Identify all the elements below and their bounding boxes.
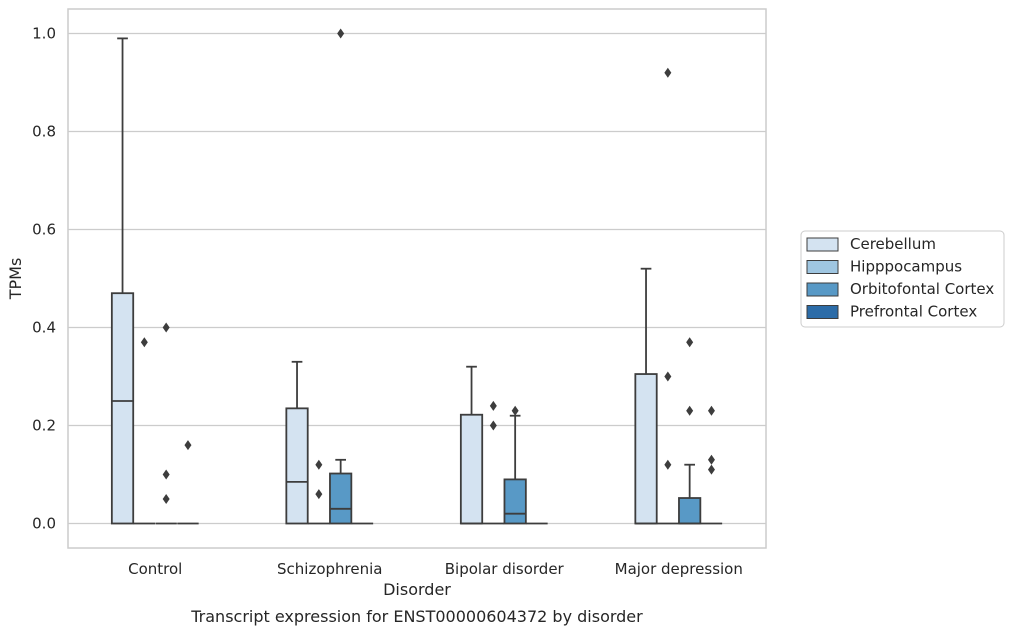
outlier-point	[511, 405, 519, 416]
x-tick-label: Bipolar disorder	[445, 560, 565, 578]
y-tick-label: 0.0	[32, 515, 56, 533]
legend-swatch	[806, 260, 839, 274]
outlier-point	[337, 28, 345, 39]
legend: Cerebellum Hipppocampus Orbitofontal Corte…	[800, 230, 1005, 328]
y-tick-label: 1.0	[32, 25, 56, 43]
x-tick-labels: Control Schizophrenia Bipolar disorder Majo…	[128, 560, 743, 578]
box-2-2	[503, 405, 527, 525]
box-body	[285, 407, 309, 525]
y-tick-label: 0.6	[32, 221, 56, 239]
box-0-1	[285, 360, 309, 525]
legend-swatch	[806, 237, 839, 252]
boxes	[110, 28, 723, 525]
outlier-point	[315, 489, 323, 500]
outlier-point	[184, 440, 192, 451]
box-body	[634, 373, 658, 525]
box-0-3	[634, 267, 658, 525]
outlier-point	[664, 67, 672, 78]
chart-title: Transcript expression for ENST0000060437…	[190, 607, 643, 626]
outlier-point	[664, 459, 672, 470]
outlier-point	[686, 405, 694, 416]
legend-label: Hipppocampus	[850, 258, 962, 276]
box-2-0	[155, 322, 177, 525]
box-3-3	[700, 405, 723, 525]
box-body	[678, 497, 702, 525]
box-1-1	[308, 459, 330, 525]
box-1-3	[657, 67, 679, 525]
legend-label: Cerebellum	[850, 235, 936, 253]
box-body	[110, 292, 135, 525]
outlier-point	[162, 494, 170, 504]
box-0-0	[110, 37, 135, 525]
x-tick-label: Schizophrenia	[277, 560, 382, 578]
box-0-2	[459, 365, 484, 525]
legend-box	[800, 230, 1005, 328]
outlier-point	[489, 420, 497, 431]
y-tick-labels: 0.0 0.2 0.4 0.6 0.8 1.0	[32, 25, 56, 533]
box-2-1	[329, 28, 353, 525]
gridlines	[68, 32, 766, 525]
outlier-point	[140, 337, 148, 348]
outlier-point	[489, 400, 497, 411]
outlier-point	[707, 454, 715, 465]
outlier-point	[162, 322, 170, 333]
y-tick-label: 0.2	[32, 417, 56, 435]
y-axis-label: TPMs	[6, 258, 25, 301]
box-1-0	[133, 337, 156, 525]
box-body	[503, 478, 527, 525]
plot-area	[67, 8, 767, 549]
outlier-point	[686, 337, 694, 348]
legend-label: Orbitofontal Cortex	[850, 280, 994, 298]
legend-swatch	[806, 305, 839, 319]
x-tick-label: Major depression	[615, 560, 743, 578]
x-axis-label: Disorder	[383, 580, 451, 599]
box-body	[459, 413, 484, 525]
y-tick-label: 0.8	[32, 123, 56, 141]
y-tick-label: 0.4	[32, 319, 56, 337]
outlier-point	[162, 469, 170, 480]
legend-label: Prefrontal Cortex	[850, 303, 977, 321]
outlier-point	[707, 464, 715, 475]
x-tick-label: Control	[128, 560, 182, 578]
box-3-0	[177, 440, 199, 525]
outlier-point	[664, 371, 672, 382]
box-1-2	[482, 400, 505, 525]
box-2-3	[678, 337, 702, 525]
box-body	[329, 472, 353, 525]
outlier-point	[315, 459, 323, 470]
legend-swatch	[806, 282, 839, 297]
outlier-point	[707, 405, 715, 416]
